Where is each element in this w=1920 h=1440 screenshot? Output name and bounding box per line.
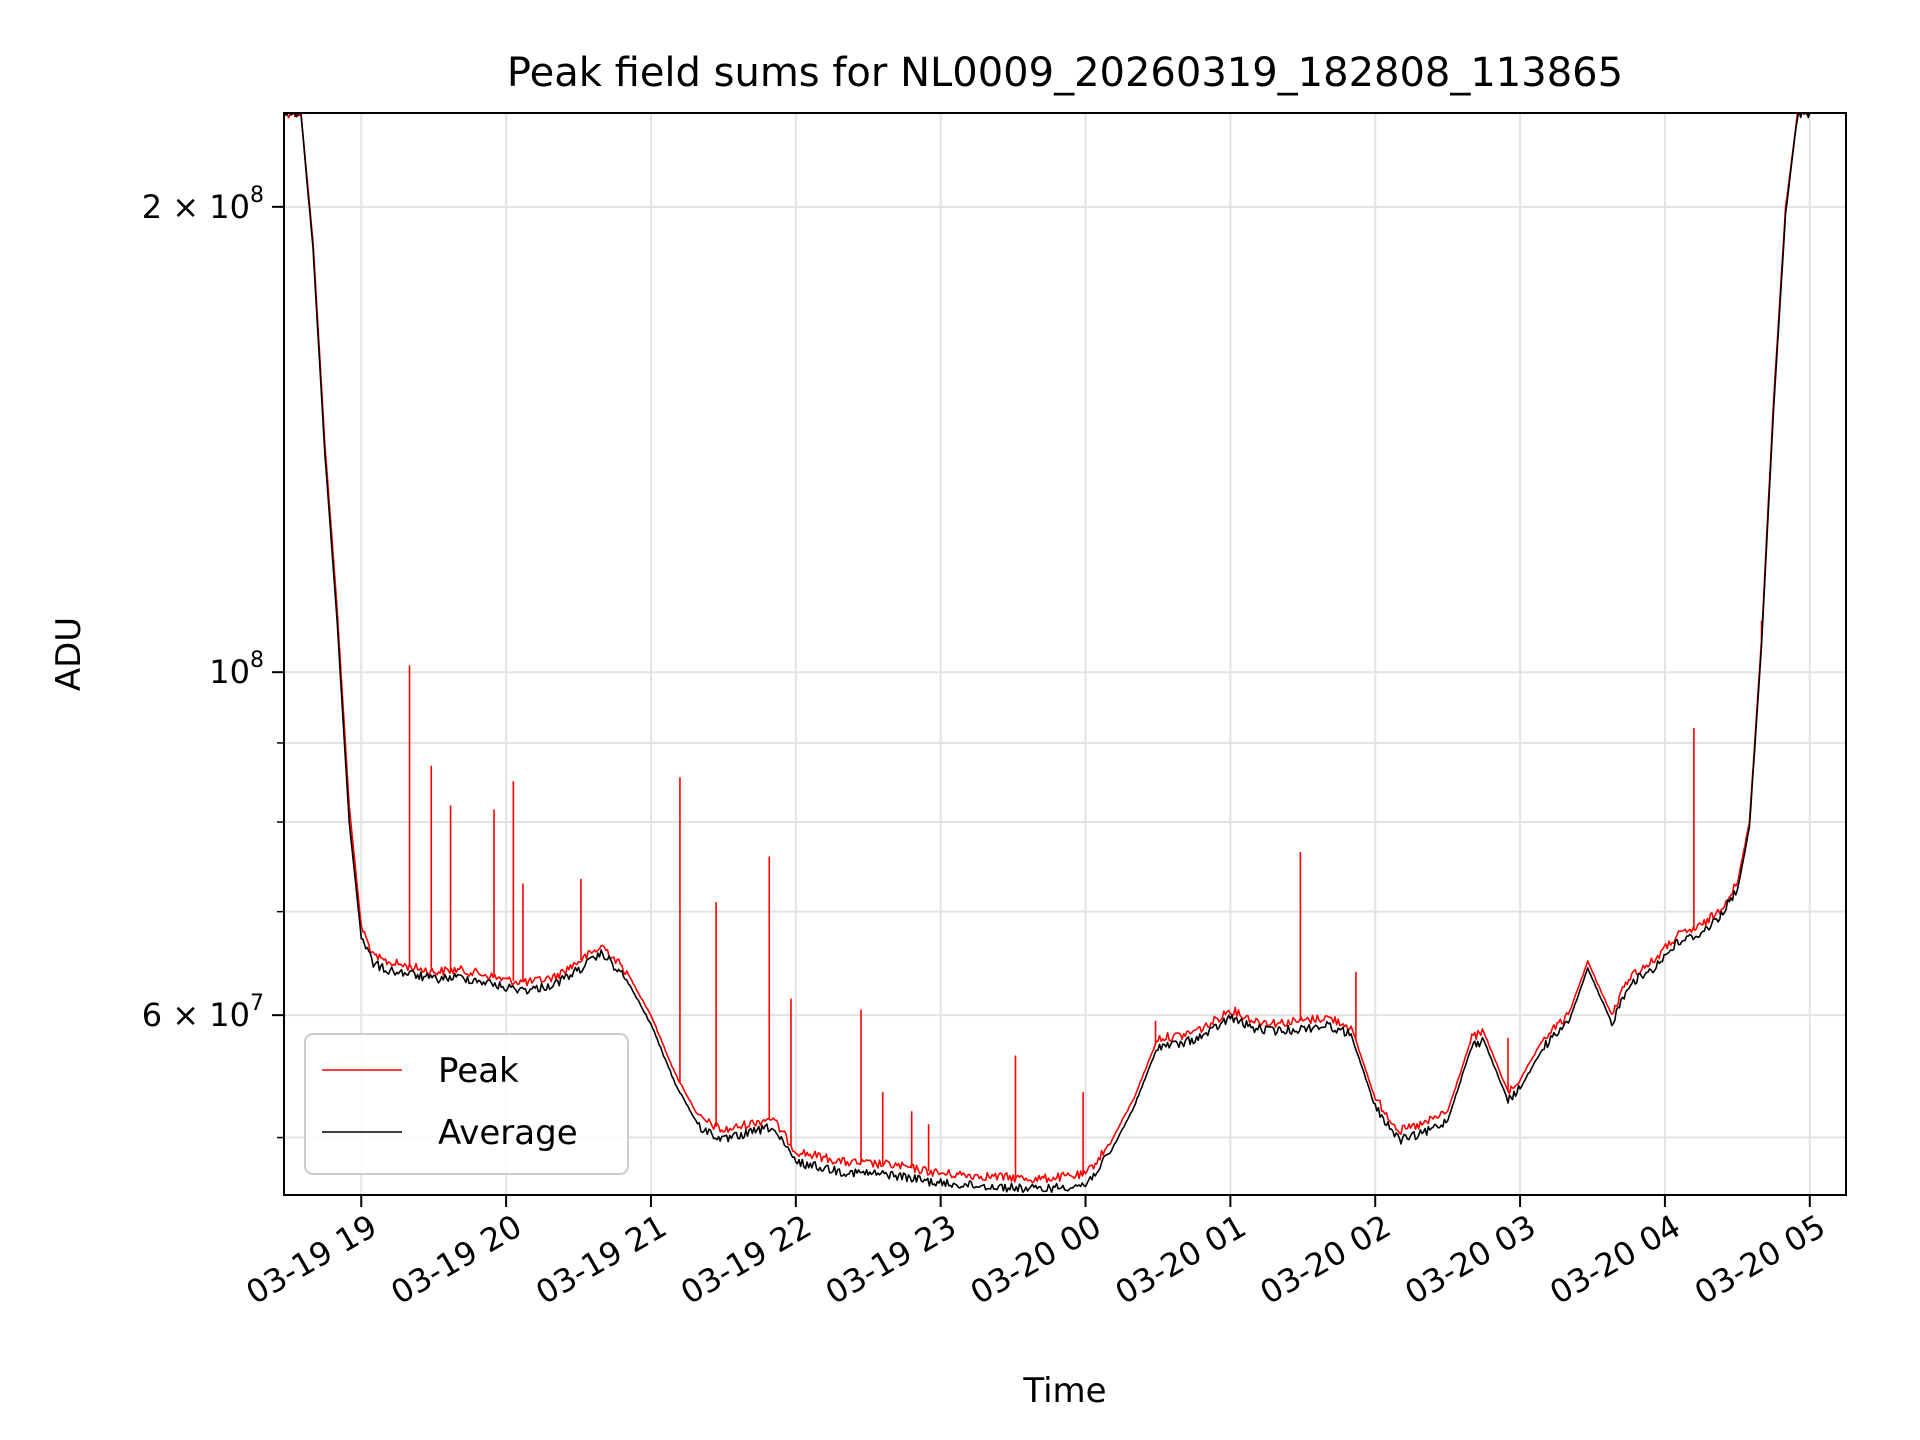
y-tick-label: 6 × 107: [142, 991, 264, 1034]
series-line-peak: [284, 113, 1811, 1184]
y-axis-label: ADU: [49, 617, 89, 691]
y-tick-label: 2 × 108: [142, 183, 264, 226]
legend-label-peak: Peak: [438, 1051, 519, 1091]
y-tick-label: 108: [209, 648, 264, 691]
series-line-average: [284, 113, 1811, 1194]
y-axis: 2 × 108 108 6 × 107: [142, 183, 284, 1139]
chart-title: Peak field sums for NL0009_20260319_1828…: [507, 50, 1623, 96]
legend: Peak Average: [304, 1033, 629, 1175]
series-layer: [284, 113, 1811, 1194]
legend-label-average: Average: [438, 1113, 578, 1153]
plot-frame: [283, 112, 1847, 1196]
legend-box: [304, 1033, 629, 1175]
x-axis-label: Time: [1022, 1371, 1106, 1411]
